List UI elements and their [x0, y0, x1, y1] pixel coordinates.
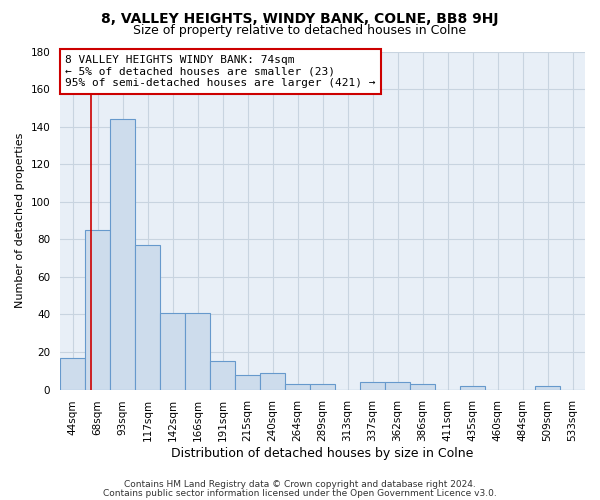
Bar	[235, 374, 260, 390]
Bar	[385, 382, 410, 390]
Text: 8, VALLEY HEIGHTS, WINDY BANK, COLNE, BB8 9HJ: 8, VALLEY HEIGHTS, WINDY BANK, COLNE, BB…	[101, 12, 499, 26]
Text: Size of property relative to detached houses in Colne: Size of property relative to detached ho…	[133, 24, 467, 37]
Bar	[85, 230, 110, 390]
Text: 8 VALLEY HEIGHTS WINDY BANK: 74sqm
← 5% of detached houses are smaller (23)
95% : 8 VALLEY HEIGHTS WINDY BANK: 74sqm ← 5% …	[65, 55, 376, 88]
Bar	[260, 372, 285, 390]
Text: Contains HM Land Registry data © Crown copyright and database right 2024.: Contains HM Land Registry data © Crown c…	[124, 480, 476, 489]
Text: Contains public sector information licensed under the Open Government Licence v3: Contains public sector information licen…	[103, 488, 497, 498]
Bar	[210, 362, 235, 390]
Bar	[185, 312, 210, 390]
Y-axis label: Number of detached properties: Number of detached properties	[15, 133, 25, 308]
Bar	[110, 119, 135, 390]
Bar	[460, 386, 485, 390]
Bar	[310, 384, 335, 390]
Bar	[285, 384, 310, 390]
Bar	[60, 358, 85, 390]
Bar	[410, 384, 435, 390]
Bar	[360, 382, 385, 390]
Bar	[160, 312, 185, 390]
Bar	[535, 386, 560, 390]
Bar	[135, 245, 160, 390]
X-axis label: Distribution of detached houses by size in Colne: Distribution of detached houses by size …	[172, 447, 474, 460]
